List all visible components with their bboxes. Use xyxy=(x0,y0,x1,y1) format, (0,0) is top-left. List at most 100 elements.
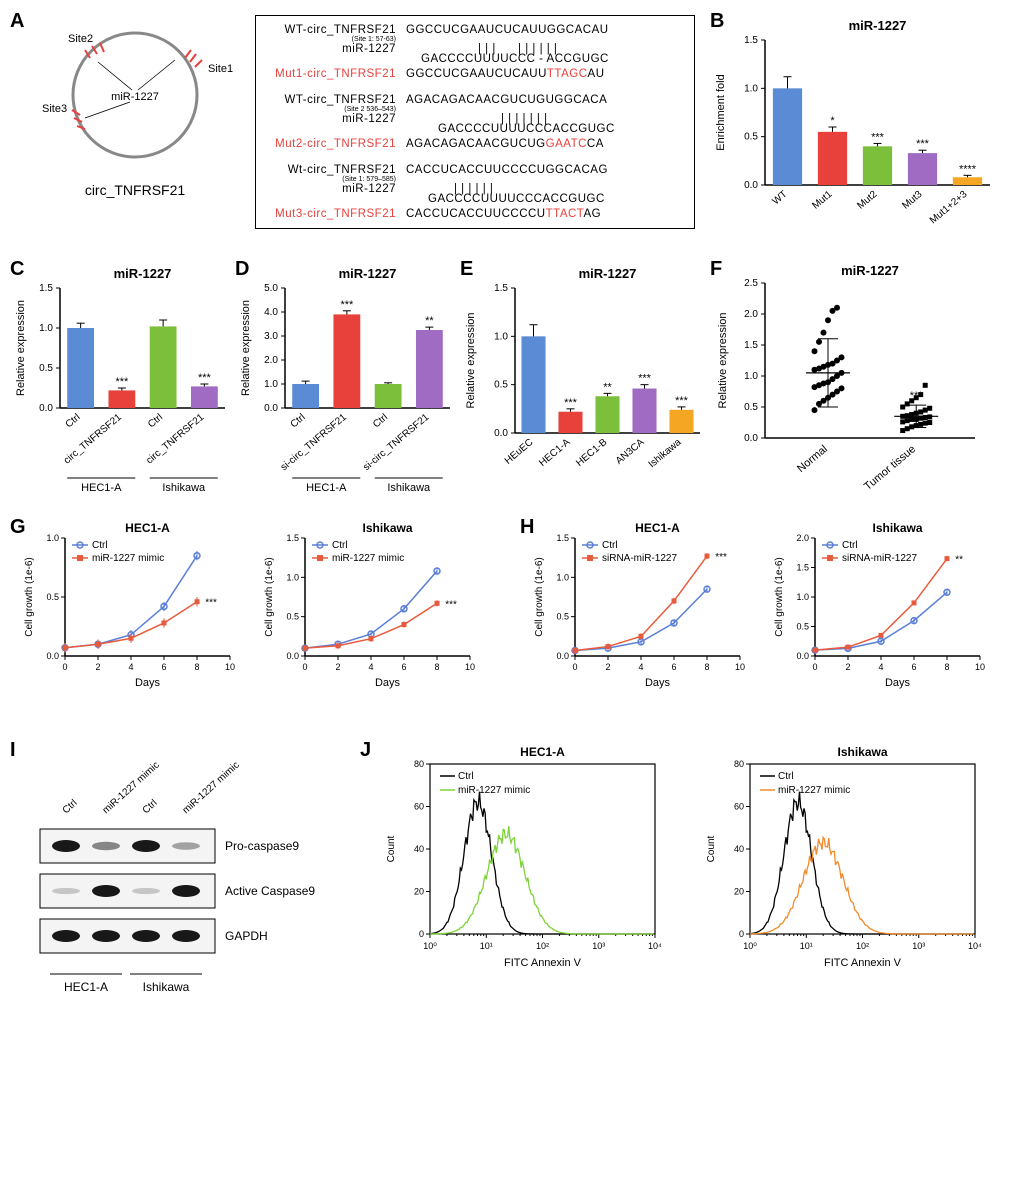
svg-text:80: 80 xyxy=(414,759,424,769)
svg-text:Ctrl: Ctrl xyxy=(92,540,108,551)
svg-text:10²: 10² xyxy=(536,941,549,951)
svg-text:WT: WT xyxy=(770,189,789,207)
svg-text:miR-1227: miR-1227 xyxy=(849,18,907,33)
svg-text:Cell growth (1e-6): Cell growth (1e-6) xyxy=(24,557,35,636)
svg-text:1.5: 1.5 xyxy=(39,283,53,294)
svg-text:AN3CA: AN3CA xyxy=(614,437,647,467)
svg-text:8: 8 xyxy=(704,662,709,672)
svg-text:HEC1-A: HEC1-A xyxy=(125,521,170,535)
svg-text:Ctrl: Ctrl xyxy=(602,540,618,551)
svg-text:10: 10 xyxy=(465,662,475,672)
svg-text:0.0: 0.0 xyxy=(39,403,53,414)
svg-text:*: * xyxy=(830,115,835,127)
svg-text:miR-1227 mimic: miR-1227 mimic xyxy=(92,553,164,564)
svg-text:3.0: 3.0 xyxy=(264,331,278,342)
svg-text:***: *** xyxy=(675,395,689,407)
svg-text:0.5: 0.5 xyxy=(494,380,508,391)
svg-text:0: 0 xyxy=(419,929,424,939)
svg-text:0.0: 0.0 xyxy=(744,180,758,191)
svg-text:Ishikawa: Ishikawa xyxy=(872,521,922,535)
panel-j: J 02040608010⁰10¹10²10³10⁴HEC1-ACountFIT… xyxy=(360,739,1010,994)
svg-text:siRNA-miR-1227: siRNA-miR-1227 xyxy=(842,553,917,564)
svg-text:80: 80 xyxy=(734,759,744,769)
svg-text:**: ** xyxy=(603,381,612,393)
svg-text:0.5: 0.5 xyxy=(39,363,53,374)
svg-text:miR-1227: miR-1227 xyxy=(339,266,397,281)
svg-text:2: 2 xyxy=(605,662,610,672)
svg-text:10: 10 xyxy=(735,662,745,672)
svg-text:10: 10 xyxy=(975,662,985,672)
svg-text:Ctrl: Ctrl xyxy=(64,412,83,430)
svg-text:1.0: 1.0 xyxy=(286,572,299,582)
svg-text:Site1: Site1 xyxy=(208,63,233,75)
svg-text:4: 4 xyxy=(878,662,883,672)
svg-text:Ctrl: Ctrl xyxy=(458,771,474,782)
svg-text:Enrichment fold: Enrichment fold xyxy=(715,74,727,150)
svg-text:HEC1-A: HEC1-A xyxy=(520,745,565,759)
svg-text:***: *** xyxy=(198,372,212,384)
svg-text:Ctrl: Ctrl xyxy=(778,771,794,782)
svg-text:0.0: 0.0 xyxy=(494,428,508,439)
svg-text:20: 20 xyxy=(734,887,744,897)
svg-text:1.5: 1.5 xyxy=(494,283,508,294)
svg-text:2: 2 xyxy=(335,662,340,672)
svg-text:0.0: 0.0 xyxy=(556,651,569,661)
svg-text:10¹: 10¹ xyxy=(480,941,493,951)
svg-text:40: 40 xyxy=(734,844,744,854)
svg-text:1.5: 1.5 xyxy=(796,563,809,573)
svg-text:miR-1227 mimic: miR-1227 mimic xyxy=(332,553,404,564)
panel-a-label: A xyxy=(10,10,24,33)
svg-text:HEC1-A: HEC1-A xyxy=(81,482,122,494)
svg-text:Ishikawa: Ishikawa xyxy=(387,482,431,494)
chart-b: 0.00.51.01.5miR-1227Enrichment foldWT*Mu… xyxy=(710,10,1000,240)
svg-text:1.0: 1.0 xyxy=(744,83,758,94)
svg-text:Mut2: Mut2 xyxy=(855,189,879,212)
western-blot: CtrlmiR-1227 mimicCtrlmiR-1227 mimicPro-… xyxy=(10,739,340,1019)
svg-text:6: 6 xyxy=(911,662,916,672)
svg-text:2.0: 2.0 xyxy=(264,355,278,366)
svg-text:10¹: 10¹ xyxy=(800,941,813,951)
svg-text:***: *** xyxy=(564,397,578,409)
panel-c-label: C xyxy=(10,258,24,281)
svg-text:0: 0 xyxy=(62,662,67,672)
panel-b: B 0.00.51.01.5miR-1227Enrichment foldWT*… xyxy=(710,10,1000,240)
svg-text:Ctrl: Ctrl xyxy=(289,412,308,430)
svg-text:***: *** xyxy=(916,138,930,150)
svg-text:miR-1227 mimic: miR-1227 mimic xyxy=(458,785,530,796)
svg-text:Days: Days xyxy=(885,677,911,689)
svg-text:Active Caspase9: Active Caspase9 xyxy=(225,884,315,898)
svg-text:10³: 10³ xyxy=(912,941,925,951)
svg-text:6: 6 xyxy=(671,662,676,672)
svg-text:0.5: 0.5 xyxy=(46,592,59,602)
svg-text:miR-1227: miR-1227 xyxy=(114,266,172,281)
chart-g: 0.00.51.00246810HEC1-ACell growth (1e-6)… xyxy=(10,516,500,721)
svg-text:miR-1227 mimic: miR-1227 mimic xyxy=(778,785,850,796)
svg-text:FITC Annexin V: FITC Annexin V xyxy=(824,957,902,969)
panel-h: H 0.00.51.01.50246810HEC1-ACell growth (… xyxy=(520,516,1010,721)
svg-text:1.5: 1.5 xyxy=(286,533,299,543)
svg-text:Days: Days xyxy=(645,677,671,689)
svg-text:0: 0 xyxy=(812,662,817,672)
svg-text:Cell growth (1e-6): Cell growth (1e-6) xyxy=(774,557,785,636)
svg-text:0: 0 xyxy=(739,929,744,939)
svg-text:10²: 10² xyxy=(856,941,869,951)
svg-text:8: 8 xyxy=(194,662,199,672)
panel-j-label: J xyxy=(360,739,371,762)
svg-text:Mut3: Mut3 xyxy=(900,189,924,212)
panel-e: E 0.00.51.01.5miR-1227Relative expressio… xyxy=(460,258,710,498)
svg-text:10⁴: 10⁴ xyxy=(968,941,982,951)
svg-text:4: 4 xyxy=(128,662,133,672)
svg-text:Ishikawa: Ishikawa xyxy=(647,437,684,471)
svg-text:1.0: 1.0 xyxy=(264,379,278,390)
panel-c: C 0.00.51.01.5miR-1227Relative expressio… xyxy=(10,258,235,498)
chart-f: 0.00.51.01.52.02.5miR-1227Relative expre… xyxy=(710,258,990,498)
svg-text:Relative expression: Relative expression xyxy=(240,300,252,396)
svg-text:Ctrl: Ctrl xyxy=(371,412,390,430)
svg-text:HEC1-A: HEC1-A xyxy=(537,437,572,469)
svg-text:1.0: 1.0 xyxy=(556,572,569,582)
svg-text:Mut1: Mut1 xyxy=(810,189,834,212)
svg-text:1.5: 1.5 xyxy=(556,533,569,543)
svg-text:GAPDH: GAPDH xyxy=(225,929,268,943)
svg-text:HEuEC: HEuEC xyxy=(503,437,536,467)
svg-text:***: *** xyxy=(205,598,217,609)
